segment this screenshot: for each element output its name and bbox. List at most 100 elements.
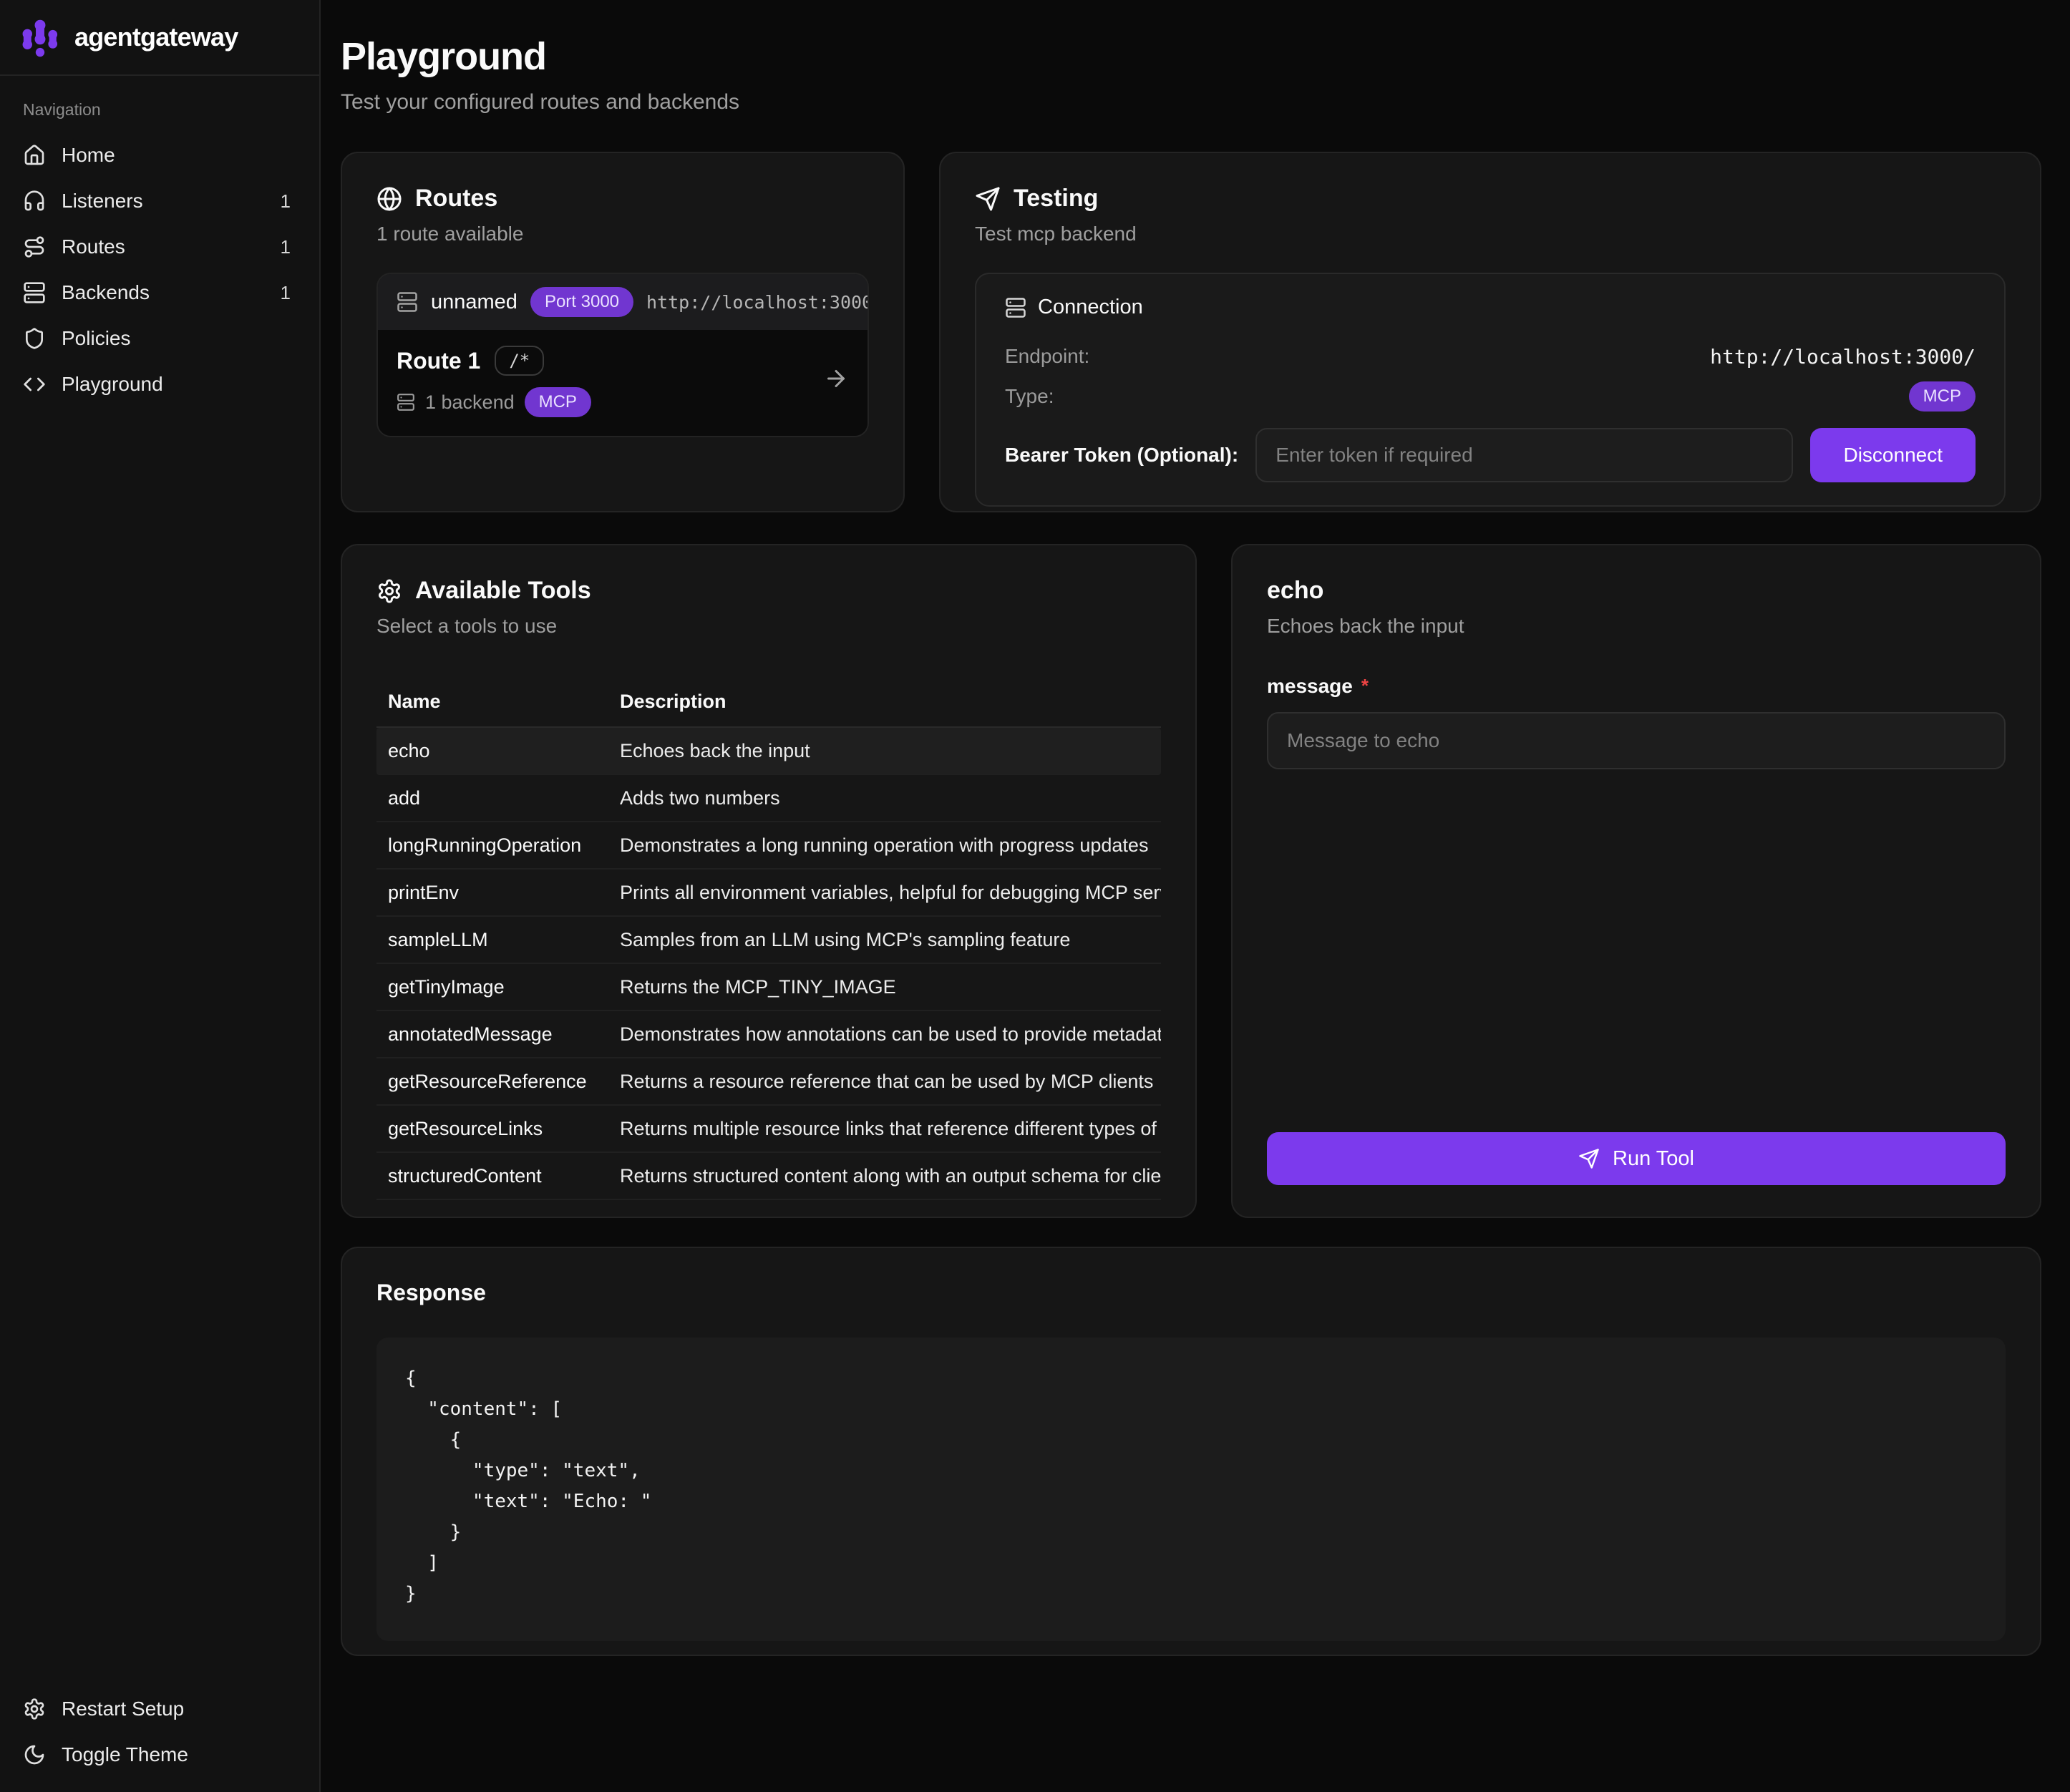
tool-name: getResourceLinks [388,1117,543,1139]
tool-name: getResourceReference [388,1070,587,1092]
bearer-token-input[interactable] [1255,428,1794,482]
port-badge: Port 3000 [530,287,634,317]
code-icon [24,377,45,391]
column-header-description: Description [620,690,727,712]
bearer-token-label: Bearer Token (Optional): [1005,444,1239,466]
endpoint-value: http://localhost:3000/ [1710,344,1976,369]
tool-description: Demonstrates how annotations can be used… [620,1023,1161,1045]
tool-row-getresourcelinks[interactable]: getResourceLinks Returns multiple resour… [376,1106,1161,1153]
tool-name: longRunningOperation [388,834,582,856]
response-card: Response { "content": [ { "type": "text"… [341,1247,2041,1656]
tool-row-printenv[interactable]: printEnv Prints all environment variable… [376,870,1161,917]
page-title: Playground [341,35,547,78]
globe-icon [377,187,402,210]
tool-description: Demonstrates a long running operation wi… [620,834,1149,856]
tool-panel-subtitle: Echoes back the input [1267,615,1464,637]
tool-row-echo[interactable]: echo Echoes back the input [376,728,1161,775]
disconnect-button[interactable]: Disconnect [1810,428,1976,482]
tool-description: Prints all environment variables, helpfu… [620,881,1161,903]
run-tool-label: Run Tool [1613,1146,1694,1170]
send-icon [1579,1149,1599,1169]
connection-panel: Connection Endpoint: http://localhost:30… [975,273,2006,507]
testing-card-header: Testing [975,185,2006,213]
testing-card-subtitle: Test mcp backend [975,223,1137,245]
type-row: Type: MCP [1005,376,1976,417]
toggle-theme-label: Toggle Theme [62,1743,188,1766]
tool-description: Returns the MCP_TINY_IMAGE [620,975,896,998]
home-icon [24,145,44,165]
toggle-theme-button[interactable]: Toggle Theme [3,1732,316,1778]
main-content: Playground Test your configured routes a… [321,0,2070,1792]
required-marker: * [1361,675,1369,696]
message-input[interactable] [1267,712,2006,769]
tools-table-header: Name Description [376,676,1161,728]
type-badge: MCP [1908,381,1976,412]
route-protocol-badge: MCP [524,387,591,417]
page-subtitle: Test your configured routes and backends [341,90,740,114]
tool-row-annotatedmessage[interactable]: annotatedMessage Demonstrates how annota… [376,1011,1161,1058]
routes-card-subtitle: 1 route available [376,223,524,245]
route-path-badge: /* [495,346,545,376]
run-tool-button[interactable]: Run Tool [1267,1132,2006,1185]
sidebar-item-count: 1 [280,281,291,303]
listener-row: unnamed Port 3000 http://localhost:3000/ [378,274,868,330]
route-icon [24,236,44,258]
type-label: Type: [1005,385,1054,407]
gear-icon [24,1698,44,1720]
sidebar-item-listeners[interactable]: Listeners 1 [3,178,316,224]
tools-card-subtitle: Select a tools to use [376,615,558,637]
routes-card-title: Routes [415,185,498,212]
tool-description: Samples from an LLM using MCP's sampling… [620,928,1071,950]
bearer-token-row: Bearer Token (Optional): Disconnect [1005,428,1976,482]
sidebar-item-count: 1 [280,235,291,258]
sidebar-item-backends[interactable]: Backends 1 [3,270,316,316]
testing-card: Testing Test mcp backend Connection Endp… [939,152,2041,512]
sidebar-item-home[interactable]: Home [3,132,316,178]
response-title: Response [376,1280,486,1305]
send-icon [976,187,1000,210]
server-icon [397,292,417,312]
sidebar-item-label: Listeners [62,190,143,212]
restart-setup-button[interactable]: Restart Setup [3,1686,316,1732]
tools-card-title: Available Tools [415,577,591,604]
moon-icon [24,1745,44,1765]
tool-panel-title: echo [1267,577,1324,604]
tool-description: Returns a resource reference that can be… [620,1070,1154,1092]
route-backend-count: 1 backend [425,391,515,413]
sidebar-header: agentgateway [0,0,319,76]
tool-name: printEnv [388,881,460,903]
nav-section-label: Navigation [23,100,101,119]
tool-row-structuredcontent[interactable]: structuredContent Returns structured con… [376,1153,1161,1200]
tool-row-add[interactable]: add Adds two numbers [376,775,1161,822]
sidebar-item-routes[interactable]: Routes 1 [3,224,316,270]
route-name: Route 1 [397,347,481,374]
tools-table: Name Description echo Echoes back the in… [376,676,1161,1200]
sidebar-footer: Restart Setup Toggle Theme [0,1677,319,1792]
sidebar: agentgateway Navigation Home Listeners 1… [0,0,321,1792]
tool-name: add [388,787,421,809]
tool-row-gettinyimage[interactable]: getTinyImage Returns the MCP_TINY_IMAGE [376,964,1161,1011]
tool-row-getresourcereference[interactable]: getResourceReference Returns a resource … [376,1058,1161,1106]
sidebar-item-label: Home [62,144,115,166]
sidebar-item-count: 1 [280,190,291,212]
sidebar-nav: Home Listeners 1 Routes 1 Backends 1 Pol… [0,132,319,407]
tool-description: Echoes back the input [620,739,810,761]
response-code-block: { "content": [ { "type": "text", "text":… [376,1338,2006,1641]
server-icon [24,282,45,303]
route-item[interactable]: Route 1 /* 1 backend MCP [378,330,868,436]
connection-header: Connection [1005,296,1976,319]
tool-name: annotatedMessage [388,1023,553,1045]
tool-row-samplellm[interactable]: sampleLLM Samples from an LLM using MCP'… [376,917,1161,964]
available-tools-card: Available Tools Select a tools to use Na… [341,544,1197,1218]
tool-row-longrunningoperation[interactable]: longRunningOperation Demonstrates a long… [376,822,1161,870]
routes-card: Routes 1 route available unnamed Port 30… [341,152,905,512]
sidebar-item-policies[interactable]: Policies [3,316,316,361]
sidebar-item-playground[interactable]: Playground [3,361,316,407]
server-icon [1006,297,1026,318]
tool-name: echo [388,739,430,761]
message-field-label: message [1267,675,1353,697]
message-field-label-row: message * [1267,675,2006,698]
top-row: Routes 1 route available unnamed Port 30… [341,152,2041,512]
arrow-right-icon [823,366,849,397]
tools-card-header: Available Tools [376,577,1161,605]
